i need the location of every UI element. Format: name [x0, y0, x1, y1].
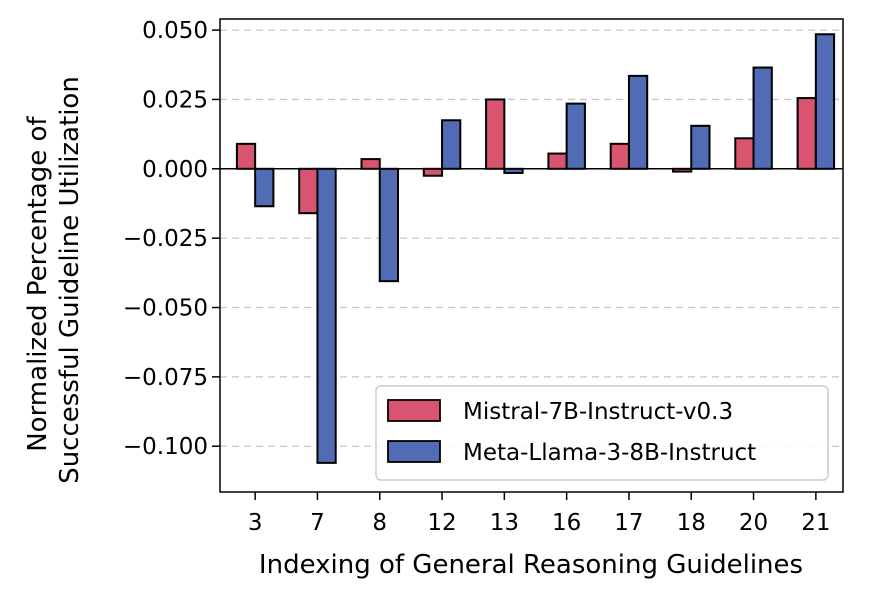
legend-label-llama: Meta-Llama-3-8B-Instruct [463, 440, 756, 466]
x-axis-ticks: 3 7 8 12 13 16 17 18 20 21 [248, 492, 830, 536]
y-axis-ticks: 0.050 0.025 0.000 −0.025 −0.050 −0.075 −0.100 [123, 18, 220, 460]
bar-llama-16 [565, 102, 586, 170]
grid-lines [220, 29, 843, 447]
y-tick-label: 0.025 [142, 87, 208, 113]
legend-swatch-mistral [387, 399, 441, 422]
bar-mistral-12 [422, 167, 444, 177]
bar-llama-20 [752, 66, 773, 170]
x-tick-label: 18 [677, 510, 706, 536]
x-tick-label: 7 [310, 510, 325, 536]
bar-mistral-21 [796, 97, 817, 170]
x-tick-label: 20 [739, 510, 768, 536]
bar-mistral-8 [360, 158, 381, 170]
x-tick-label: 21 [801, 510, 830, 536]
y-tick-label: 0.050 [142, 18, 208, 44]
y-axis-label: Normalized Percentage of Successful Guid… [23, 76, 85, 484]
bar-mistral-17 [609, 142, 630, 170]
plot-frame [219, 18, 844, 493]
bar-llama-12 [441, 119, 462, 170]
y-tick-label: 0.000 [142, 157, 208, 183]
y-tick-label: −0.075 [123, 365, 208, 391]
bar-llama-8 [378, 167, 400, 283]
bar-mistral-13 [485, 98, 506, 170]
y-tick-label: −0.050 [123, 296, 208, 322]
bar-mistral-16 [547, 152, 568, 170]
bar-mistral-7 [298, 167, 319, 215]
legend-label-mistral: Mistral-7B-Instruct-v0.3 [463, 399, 733, 425]
legend-swatch-llama [387, 440, 441, 463]
y-tick-label: −0.025 [123, 226, 208, 252]
x-tick-label: 12 [427, 510, 456, 536]
y-axis-label-line-2: Successful Guideline Utilization [55, 76, 85, 484]
x-tick-label: 13 [490, 510, 519, 536]
bar-llama-17 [627, 74, 649, 170]
x-axis-label: Indexing of General Reasoning Guidelines [259, 550, 803, 580]
bar-llama-18 [690, 124, 711, 170]
legend-box [375, 385, 829, 481]
bar-llama-21 [814, 33, 836, 170]
x-tick-label: 17 [614, 510, 643, 536]
x-tick-label: 8 [372, 510, 387, 536]
x-tick-label: 16 [552, 510, 581, 536]
bar-mistral-20 [734, 137, 755, 170]
legend: Mistral-7B-Instruct-v0.3 Meta-Llama-3-8B… [375, 385, 829, 481]
x-tick-label: 3 [248, 510, 263, 536]
bar-mistral-3 [235, 142, 257, 170]
y-tick-label: −0.100 [123, 434, 208, 460]
y-axis-label-line-1: Normalized Percentage of [23, 116, 53, 452]
bar-llama-3 [254, 167, 275, 208]
bar-llama-7 [316, 167, 337, 464]
